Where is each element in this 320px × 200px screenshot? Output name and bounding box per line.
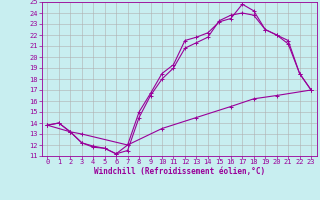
X-axis label: Windchill (Refroidissement éolien,°C): Windchill (Refroidissement éolien,°C) — [94, 167, 265, 176]
